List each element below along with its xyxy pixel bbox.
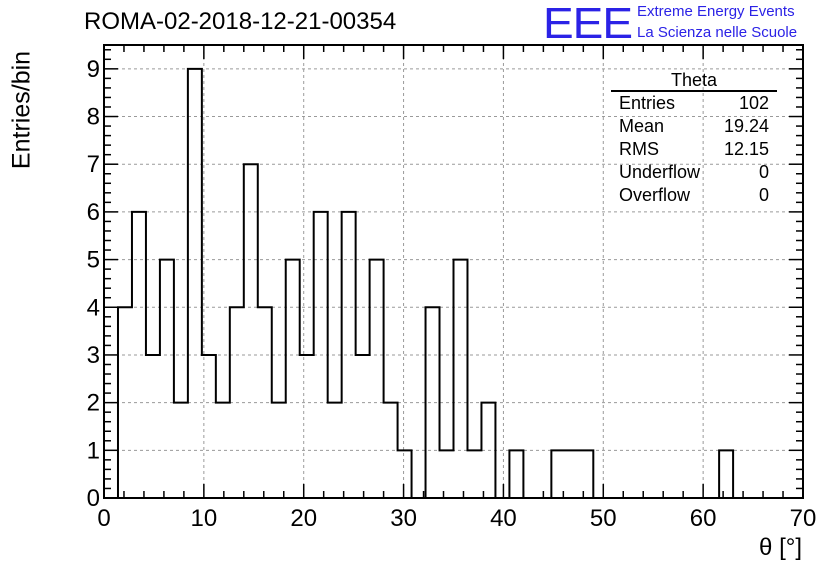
histogram-bin — [398, 450, 412, 498]
chart-title: ROMA-02-2018-12-21-00354 — [84, 8, 397, 35]
stats-label: Mean — [619, 116, 665, 136]
y-tick-label: 9 — [87, 56, 100, 83]
eee-logo: EEE — [543, 0, 633, 48]
y-tick-label: 6 — [87, 199, 100, 226]
eee-logo-line1: Extreme Energy Events — [637, 3, 795, 20]
histogram-bin — [370, 260, 384, 498]
histogram-bin — [160, 260, 174, 498]
histogram-bin — [146, 355, 160, 498]
histogram-bin — [174, 403, 188, 498]
histogram-bin — [384, 403, 398, 498]
eee-logo-line2: La Scienza nelle Scuole — [637, 24, 798, 41]
y-tick-label: 5 — [87, 247, 100, 274]
histogram-bin — [300, 355, 314, 498]
stats-value: 0 — [758, 162, 769, 182]
x-tick-label: 10 — [191, 505, 218, 532]
histogram-bin — [356, 355, 370, 498]
histogram-bin — [454, 260, 468, 498]
x-tick-label: 50 — [590, 505, 617, 532]
histogram-bin — [258, 307, 272, 498]
stats-value: 12.15 — [723, 139, 769, 159]
stats-value: 19.24 — [723, 116, 769, 136]
histogram-bin — [551, 450, 565, 498]
y-tick-label: 1 — [87, 437, 100, 464]
stats-row-rms: RMS 12.15 — [611, 138, 777, 161]
stats-label: RMS — [619, 139, 659, 159]
histogram-bin — [565, 450, 579, 498]
stats-label: Overflow — [619, 185, 691, 205]
plot-frame — [103, 44, 804, 499]
histogram-bin — [579, 450, 593, 498]
y-tick-label: 4 — [87, 294, 100, 321]
y-tick-label: 8 — [87, 104, 100, 131]
y-tick-label: 3 — [87, 342, 100, 369]
y-tick-labels: 0 1 2 3 4 5 6 7 8 9 — [87, 56, 100, 512]
stats-title: Theta — [611, 70, 777, 92]
y-tick-label: 7 — [87, 151, 100, 178]
y-tick-label: 0 — [87, 485, 100, 512]
x-tick-labels: 0 10 20 30 40 50 60 70 — [97, 505, 816, 532]
histogram-bin — [244, 164, 258, 498]
axis-ticks — [103, 45, 804, 499]
x-tick-label: 70 — [790, 505, 817, 532]
histogram-bin — [188, 69, 202, 498]
histogram-bin — [216, 403, 230, 498]
x-tick-label: 0 — [97, 505, 110, 532]
stats-label: Underflow — [619, 162, 701, 182]
stats-row-underflow: Underflow 0 — [611, 161, 777, 184]
x-tick-label: 40 — [490, 505, 517, 532]
histogram-bin — [440, 450, 454, 498]
stats-row-overflow: Overflow 0 — [611, 184, 777, 207]
histogram-bin — [509, 450, 523, 498]
stats-value: 102 — [738, 93, 769, 113]
y-tick-label: 2 — [87, 390, 100, 417]
stats-label: Entries — [619, 93, 676, 113]
x-tick-label: 20 — [290, 505, 317, 532]
stats-box: Theta Entries 102 Mean 19.24 RMS 12.15 U… — [611, 70, 777, 207]
x-tick-label: 60 — [690, 505, 717, 532]
x-axis-label: θ [°] — [759, 534, 802, 561]
stats-row-mean: Mean 19.24 — [611, 115, 777, 138]
x-tick-label: 30 — [390, 505, 417, 532]
histogram-bin — [286, 260, 300, 498]
histogram-bin — [342, 212, 356, 498]
stats-row-entries: Entries 102 — [611, 92, 777, 115]
stats-value: 0 — [758, 185, 769, 205]
histogram-bin — [426, 307, 440, 498]
histogram-bin — [719, 450, 733, 498]
histogram-bin — [467, 450, 481, 498]
